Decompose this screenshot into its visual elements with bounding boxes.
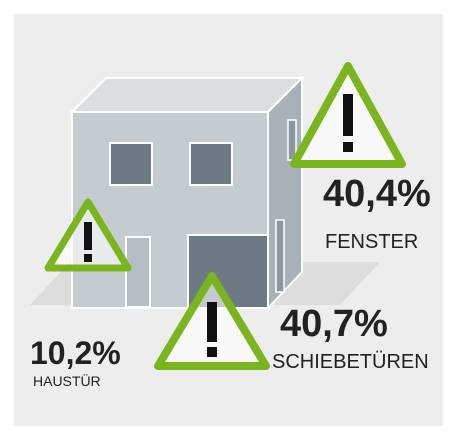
label: SCHIEBETÜREN [272, 351, 429, 373]
percentage: 10,2% [30, 335, 121, 371]
door [126, 237, 150, 307]
label: FENSTER [325, 231, 418, 253]
infographic: 40,4% FENSTER 40,7% SCHIEBETÜREN 10,2% H… [0, 0, 457, 440]
side-window [288, 120, 296, 160]
page: {"items": [ {"value": "40,4%", "label": … [0, 0, 457, 440]
side-wall [268, 78, 302, 308]
window [110, 143, 152, 185]
window [190, 143, 232, 185]
percentage: 40,7% [280, 303, 388, 345]
side-window [276, 220, 284, 292]
roof [72, 78, 302, 112]
label: HAUSTÜR [33, 372, 101, 389]
percentage: 40,4% [323, 173, 431, 215]
